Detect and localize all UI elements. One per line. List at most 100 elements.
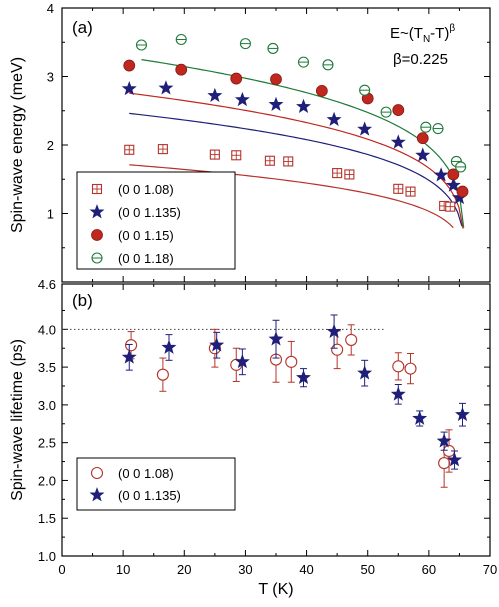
- formula-main: E~(T: [390, 25, 423, 42]
- panel-a-point-series-1: [268, 96, 284, 111]
- legend-a-label-0: (0 0 1.08): [118, 182, 174, 197]
- panel-b-point-series-1: [447, 452, 463, 467]
- panel-a-legend-box: [76, 171, 236, 270]
- panel-a-point-series-1: [296, 98, 311, 113]
- panel-a-point-series-3: [175, 33, 187, 46]
- panel-a-point-series-0: [283, 156, 294, 167]
- panel-b-point-series-0: [392, 360, 405, 373]
- panel-a-point-series-2: [175, 63, 188, 76]
- panel-b-points: [121, 314, 470, 488]
- panel-a-point-series-2: [416, 132, 429, 145]
- legend-a-label-2: (0 0 1.15): [118, 228, 174, 243]
- panel-a-point-series-1: [158, 80, 174, 95]
- x-tick-label: 50: [360, 562, 374, 577]
- x-axis-label: T (K): [258, 581, 293, 598]
- panel-b-point-series-1: [296, 369, 311, 385]
- panel-b-y-tick-label: 3.0: [38, 398, 56, 413]
- panel-b-y-tick-label: 1.5: [38, 511, 56, 526]
- x-tick-label: 20: [177, 562, 191, 577]
- panel-b-y-tick-label: 3.5: [38, 360, 56, 375]
- panel-a-point-series-3: [432, 123, 444, 135]
- formula-sub: N: [423, 34, 430, 45]
- panel-b-point-series-1: [436, 433, 452, 448]
- legend-b-label-1: (0 0 1.135): [118, 488, 181, 503]
- panel-a-point-series-0: [209, 149, 220, 160]
- panel-a-point-series-2: [315, 84, 328, 97]
- panel-a-point-series-3: [239, 38, 251, 50]
- panel-a-point-series-3: [322, 59, 334, 71]
- panel-a-point-series-0: [445, 201, 456, 212]
- legend-a-marker-1: [89, 204, 105, 219]
- panel-b-point-series-1: [326, 323, 342, 338]
- panel-b-y-tick-label: 4.6: [38, 277, 56, 292]
- panel-a-point-series-2: [456, 185, 469, 198]
- panel-a-point-series-0: [344, 169, 355, 180]
- panel-a-point-series-3: [267, 42, 279, 54]
- panel-a-point-series-2: [270, 73, 282, 86]
- panel-a-points: [121, 33, 469, 212]
- panel-a-point-series-2: [123, 59, 136, 72]
- panel-a-point-series-1: [121, 80, 137, 96]
- panel-b-point-series-0: [438, 457, 451, 470]
- panel-b-point-series-1: [390, 386, 406, 401]
- panel-b-point-series-0: [331, 343, 344, 356]
- panel-a-point-series-0: [405, 186, 416, 197]
- beta-annotation: β=0.225: [393, 51, 448, 68]
- panel-a-point-series-1: [207, 87, 223, 103]
- panel-b-point-series-0: [345, 333, 358, 346]
- legend-a-marker-2: [91, 229, 103, 241]
- panel-a-point-series-2: [230, 72, 243, 85]
- fit-curve-series-0: [129, 164, 454, 229]
- panel-a-point-series-0: [157, 144, 168, 155]
- panel-a-point-series-1: [357, 121, 373, 136]
- panel-b-ylabel: Spin-wave lifetime (ps): [9, 339, 26, 501]
- x-tick-label: 70: [483, 562, 497, 577]
- panel-b-point-series-1: [161, 339, 177, 354]
- panel-b-y-tick-label: 2.0: [38, 473, 56, 488]
- panel-a-point-series-3: [420, 121, 432, 133]
- panel-b-point-series-1: [121, 349, 137, 364]
- panel-a-point-series-3: [135, 39, 148, 51]
- x-tick-label: 30: [238, 562, 252, 577]
- panel-a-ylabel: Spin-wave energy (meV): [9, 57, 26, 233]
- panel-b-point-series-0: [156, 368, 169, 381]
- panel-b-y-tick-label: 1.0: [38, 549, 56, 564]
- panel-b-label: (b): [72, 291, 93, 310]
- panel-b-point-series-1: [234, 353, 250, 369]
- panel-b-legend: (0 0 1.08) (0 0 1.135): [89, 466, 181, 503]
- panel-a-ticks: 1 2 3 4: [47, 1, 491, 283]
- panel-a-point-series-0: [332, 168, 343, 179]
- panel-b-ticks: 0 10 20 30 40 50 60 70 1.0 1.5 2.0 2.5 3.0 3.5 4.0 4.6: [38, 277, 497, 577]
- formula-annotation: E~(TN-T)β: [390, 23, 455, 45]
- panel-a-point-series-3: [380, 106, 392, 118]
- fit-curve-series-2: [129, 92, 464, 229]
- legend-a-label-3: (0 0 1.18): [118, 251, 174, 266]
- formula-mid: -T): [430, 25, 449, 42]
- legend-a-marker-0: [91, 183, 103, 195]
- panel-b-y-tick-label: 2.5: [38, 436, 56, 451]
- panel-a-point-series-3: [359, 84, 371, 96]
- fit-curve-series-3: [141, 59, 465, 228]
- panel-a-point-series-1: [234, 91, 250, 107]
- legend-a-label-1: (0 0 1.135): [118, 205, 181, 220]
- panel-a-y-tick-label: 1: [47, 207, 54, 222]
- panel-b-point-series-1: [357, 365, 373, 380]
- panel-a-point-series-1: [390, 134, 406, 149]
- panel-b-point-series-1: [412, 410, 428, 425]
- panel-a-point-series-0: [231, 150, 242, 161]
- panel-b-point-series-0: [285, 355, 298, 368]
- panel-a-fit-curves: [129, 59, 465, 229]
- panel-a-point-series-1: [326, 111, 342, 127]
- legend-b-label-0: (0 0 1.08): [118, 466, 174, 481]
- panel-a-y-tick-label: 2: [47, 138, 54, 153]
- panel-a-point-series-0: [264, 155, 275, 166]
- panel-a-y-tick-label: 4: [47, 1, 54, 16]
- panel-b-y-tick-label: 4.0: [38, 322, 56, 337]
- legend-b-marker-1: [89, 487, 105, 502]
- x-tick-label: 60: [422, 562, 436, 577]
- panel-b-point-series-0: [125, 339, 138, 352]
- panel-a-point-series-2: [392, 104, 405, 116]
- panel-a-point-series-0: [124, 144, 135, 155]
